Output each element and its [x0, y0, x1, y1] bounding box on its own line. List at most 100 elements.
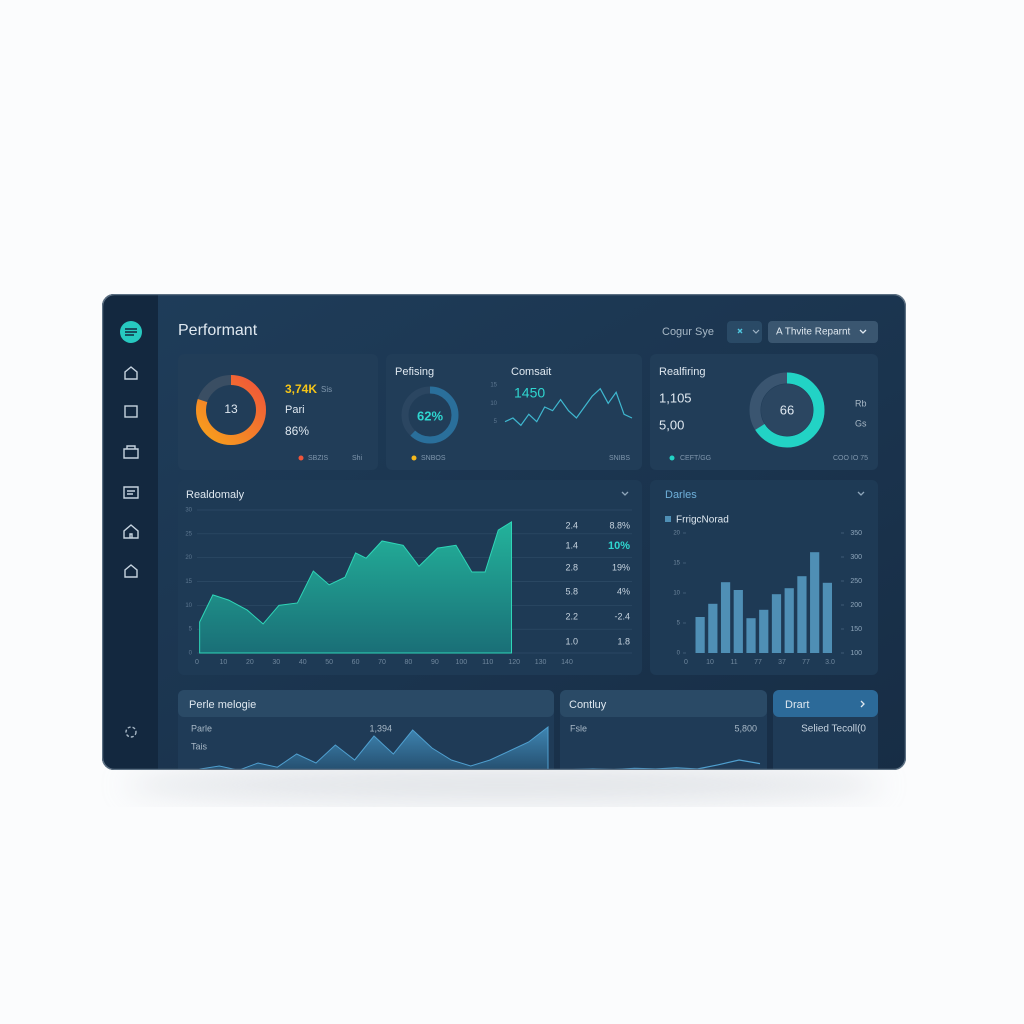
- y-tick-label: 10: [490, 401, 497, 407]
- legend-dot: [298, 455, 304, 461]
- label: 5,00: [659, 417, 684, 432]
- donut-center: [761, 384, 813, 436]
- nav-doc[interactable]: [123, 486, 139, 499]
- label[interactable]: Drart: [785, 699, 809, 711]
- legend-dot: [411, 455, 417, 461]
- table-cell: 2.8: [565, 562, 578, 572]
- table-cell: 2.4: [565, 520, 578, 530]
- label: SBZIS: [308, 455, 329, 462]
- sidebar: [102, 294, 158, 770]
- donut-arc: [401, 386, 459, 444]
- label: Pefising: [395, 366, 434, 378]
- nav-house[interactable]: [123, 524, 139, 539]
- bar: [708, 603, 718, 653]
- area: [199, 725, 549, 770]
- x-tick-label: 0: [684, 659, 688, 666]
- x-tick-label: 120: [508, 659, 520, 666]
- label: 3,74K: [285, 382, 317, 396]
- donut-arc: [749, 372, 825, 448]
- dropdown[interactable]: [768, 321, 878, 343]
- icon: [737, 328, 743, 334]
- label: COO IO 75: [833, 455, 868, 462]
- y-tick-label: 20: [185, 555, 192, 561]
- y-tick-label: 15: [673, 561, 680, 567]
- card-header: [560, 690, 767, 717]
- card-header[interactable]: [773, 690, 878, 717]
- x-tick-label: 0: [195, 659, 199, 666]
- panel: Performant Cogur Sye A Thvite Reparnt 13 3,7…: [102, 294, 906, 770]
- label: 1,105: [659, 390, 692, 405]
- nav-box[interactable]: [124, 405, 138, 418]
- x-tick-label: 10: [220, 659, 228, 666]
- label: FrrigcNorad: [676, 515, 729, 526]
- label: Selied Tecoll(0: [801, 724, 866, 735]
- x-tick-label: 140: [561, 659, 573, 666]
- bar: [695, 617, 705, 653]
- y-tick-label: 0: [677, 651, 681, 657]
- bar: [759, 609, 769, 653]
- bar: [784, 588, 794, 653]
- filter-label: Cogur Sye: [662, 326, 714, 338]
- label: Darles: [665, 489, 697, 501]
- panel-border: [102, 294, 906, 770]
- label: SNIBS: [609, 455, 630, 462]
- table-cell: 2.2: [565, 611, 578, 621]
- x-tick-label: 77: [754, 659, 762, 666]
- label: Perle melogie: [189, 699, 256, 711]
- icon-button[interactable]: [727, 321, 762, 343]
- y-tick-label: 10: [673, 591, 680, 597]
- bar: [797, 576, 807, 653]
- label: Realdomaly: [186, 489, 245, 501]
- label: 1,394: [369, 723, 392, 733]
- y-tick-label: 15: [185, 579, 192, 585]
- y-tick-label: 15: [490, 383, 497, 389]
- nav-bag[interactable]: [123, 445, 139, 459]
- y2-tick-label: 300: [850, 554, 862, 561]
- table-cell: 8.8%: [609, 520, 630, 530]
- x-tick-label: 70: [378, 659, 386, 666]
- table-cell: 1.4: [565, 540, 578, 550]
- bar: [810, 552, 820, 653]
- table-cell: -2.4: [614, 611, 630, 621]
- label: Shi: [352, 455, 363, 462]
- panel-shadow: [124, 767, 884, 803]
- nav-home[interactable]: [124, 366, 138, 380]
- table-cell: 1.8: [617, 636, 630, 646]
- label: Pari: [285, 404, 305, 416]
- y2-tick-label: 200: [850, 602, 862, 609]
- x-tick-label: 90: [431, 659, 439, 666]
- donut-arc: [196, 375, 266, 445]
- chevron: [752, 329, 760, 334]
- y-tick-label: 5: [189, 627, 193, 633]
- table-cell: 1.0: [565, 636, 578, 646]
- bar: [733, 590, 743, 653]
- area: [199, 521, 512, 654]
- chevron: [859, 329, 867, 334]
- label: 5,800: [734, 723, 757, 733]
- y-tick-label: 5: [677, 621, 681, 627]
- x-tick-label: 130: [535, 659, 547, 666]
- card: [178, 354, 378, 470]
- label: Tais: [191, 741, 208, 751]
- nav-home-2[interactable]: [124, 564, 138, 578]
- y-tick-label: 10: [185, 603, 192, 609]
- bar: [822, 582, 832, 653]
- y2-tick-label: 150: [850, 626, 862, 633]
- x-tick-label: 110: [482, 659, 493, 666]
- x-tick-label: 100: [455, 659, 467, 666]
- x-tick-label: 77: [802, 659, 810, 666]
- card: [650, 480, 878, 675]
- x-tick-label: 50: [325, 659, 333, 666]
- table-cell: 10%: [608, 540, 630, 552]
- x-tick-label: 3.0: [825, 659, 835, 666]
- x-tick-label: 37: [778, 659, 786, 666]
- dropdown-label[interactable]: A Thvite Reparnt: [776, 327, 851, 338]
- label: 86%: [285, 424, 309, 438]
- label: 66: [780, 402, 794, 417]
- x-tick-label: 10: [706, 659, 714, 666]
- chevron: [857, 491, 865, 496]
- nav-settings[interactable]: [125, 726, 137, 738]
- y-tick-label: 30: [185, 508, 192, 514]
